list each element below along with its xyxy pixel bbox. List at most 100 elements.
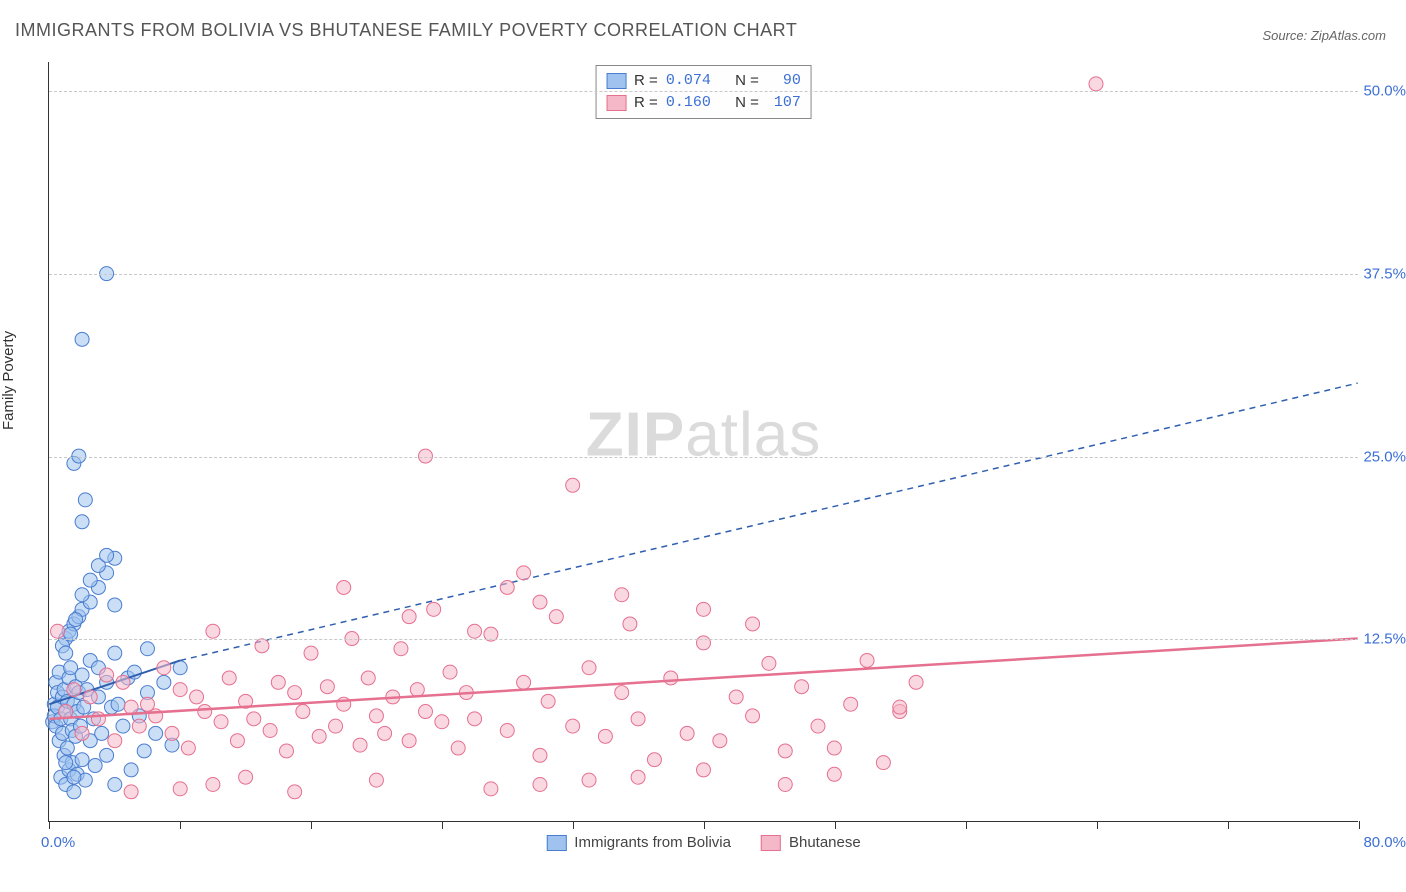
scatter-point-bhutanese — [116, 675, 130, 689]
scatter-point-bhutanese — [615, 588, 629, 602]
gridline — [49, 457, 1358, 458]
scatter-point-bhutanese — [631, 712, 645, 726]
scatter-point-bolivia — [108, 598, 122, 612]
scatter-point-bhutanese — [67, 683, 81, 697]
x-tick — [966, 821, 967, 829]
scatter-point-bhutanese — [582, 773, 596, 787]
chart-title: IMMIGRANTS FROM BOLIVIA VS BHUTANESE FAM… — [15, 20, 797, 41]
scatter-point-bhutanese — [394, 642, 408, 656]
scatter-point-bhutanese — [230, 734, 244, 748]
scatter-point-bhutanese — [100, 668, 114, 682]
scatter-point-bhutanese — [296, 705, 310, 719]
scatter-point-bhutanese — [402, 610, 416, 624]
scatter-point-bhutanese — [647, 753, 661, 767]
scatter-point-bhutanese — [173, 683, 187, 697]
legend-item-bolivia: Immigrants from Bolivia — [546, 834, 731, 851]
legend-swatch-bhutanese — [606, 95, 626, 111]
scatter-point-bolivia — [59, 756, 73, 770]
x-tick — [704, 821, 705, 829]
scatter-point-bhutanese — [83, 690, 97, 704]
scatter-point-bhutanese — [860, 653, 874, 667]
scatter-point-bolivia — [100, 548, 114, 562]
scatter-point-bhutanese — [165, 726, 179, 740]
scatter-point-bolivia — [75, 588, 89, 602]
scatter-point-bolivia — [88, 759, 102, 773]
scatter-point-bhutanese — [222, 671, 236, 685]
legend-swatch-bolivia — [546, 835, 566, 851]
scatter-point-bhutanese — [369, 773, 383, 787]
source-attribution: Source: ZipAtlas.com — [1262, 28, 1386, 43]
scatter-point-bhutanese — [214, 715, 228, 729]
scatter-point-bolivia — [75, 668, 89, 682]
source-name: ZipAtlas.com — [1311, 28, 1386, 43]
scatter-point-bhutanese — [271, 675, 285, 689]
scatter-point-bolivia — [95, 726, 109, 740]
scatter-point-bhutanese — [140, 697, 154, 711]
scatter-point-bhutanese — [697, 763, 711, 777]
scatter-point-bhutanese — [484, 782, 498, 796]
scatter-point-bhutanese — [288, 686, 302, 700]
scatter-point-bhutanese — [500, 580, 514, 594]
scatter-point-bhutanese — [795, 680, 809, 694]
scatter-point-bhutanese — [206, 624, 220, 638]
scatter-point-bhutanese — [124, 785, 138, 799]
x-tick — [1359, 821, 1360, 829]
scatter-point-bolivia — [75, 332, 89, 346]
scatter-point-bhutanese — [173, 782, 187, 796]
scatter-point-bhutanese — [247, 712, 261, 726]
scatter-point-bhutanese — [361, 671, 375, 685]
scatter-point-bolivia — [69, 613, 83, 627]
scatter-point-bolivia — [75, 753, 89, 767]
scatter-point-bhutanese — [746, 617, 760, 631]
y-tick-label: 50.0% — [1363, 83, 1406, 100]
legend-row-bolivia: R =0.074 N =90 — [606, 70, 801, 92]
scatter-point-bolivia — [67, 785, 81, 799]
scatter-point-bhutanese — [762, 656, 776, 670]
scatter-point-bhutanese — [778, 744, 792, 758]
trend-line-bhutanese — [49, 639, 1357, 719]
scatter-point-bhutanese — [427, 602, 441, 616]
scatter-point-bolivia — [83, 573, 97, 587]
x-tick — [835, 821, 836, 829]
scatter-point-bhutanese — [517, 675, 531, 689]
scatter-point-bhutanese — [91, 712, 105, 726]
trend-extrapolation-bolivia — [180, 383, 1357, 660]
x-tick — [49, 821, 50, 829]
series-legend: Immigrants from Bolivia Bhutanese — [546, 834, 860, 851]
legend-series-name-bhutanese: Bhutanese — [789, 834, 861, 851]
scatter-point-bhutanese — [909, 675, 923, 689]
scatter-point-bhutanese — [255, 639, 269, 653]
scatter-point-bhutanese — [51, 624, 65, 638]
scatter-point-bhutanese — [108, 734, 122, 748]
scatter-point-bhutanese — [713, 734, 727, 748]
legend-n-value-bhutanese: 107 — [767, 92, 801, 114]
scatter-point-bolivia — [100, 748, 114, 762]
legend-n-label: N = — [735, 70, 759, 92]
scatter-point-bolivia — [108, 646, 122, 660]
scatter-point-bhutanese — [410, 683, 424, 697]
scatter-point-bhutanese — [697, 602, 711, 616]
scatter-point-bhutanese — [566, 719, 580, 733]
gridline — [49, 91, 1358, 92]
scatter-point-bolivia — [124, 763, 138, 777]
scatter-point-bhutanese — [157, 661, 171, 675]
legend-n-value-bolivia: 90 — [767, 70, 801, 92]
scatter-point-bhutanese — [827, 741, 841, 755]
y-tick-label: 25.0% — [1363, 448, 1406, 465]
x-tick — [311, 821, 312, 829]
scatter-point-bhutanese — [582, 661, 596, 675]
scatter-point-bhutanese — [844, 697, 858, 711]
scatter-point-bhutanese — [206, 778, 220, 792]
scatter-point-bhutanese — [239, 770, 253, 784]
scatter-point-bhutanese — [402, 734, 416, 748]
legend-row-bhutanese: R =0.160 N =107 — [606, 92, 801, 114]
scatter-point-bolivia — [60, 741, 74, 755]
scatter-point-bhutanese — [623, 617, 637, 631]
scatter-point-bolivia — [78, 493, 92, 507]
scatter-point-bhutanese — [1089, 77, 1103, 91]
legend-swatch-bolivia — [606, 73, 626, 89]
y-axis-label: Family Poverty — [0, 331, 17, 430]
scatter-point-bolivia — [75, 515, 89, 529]
scatter-point-bhutanese — [181, 741, 195, 755]
legend-series-name-bolivia: Immigrants from Bolivia — [574, 834, 731, 851]
